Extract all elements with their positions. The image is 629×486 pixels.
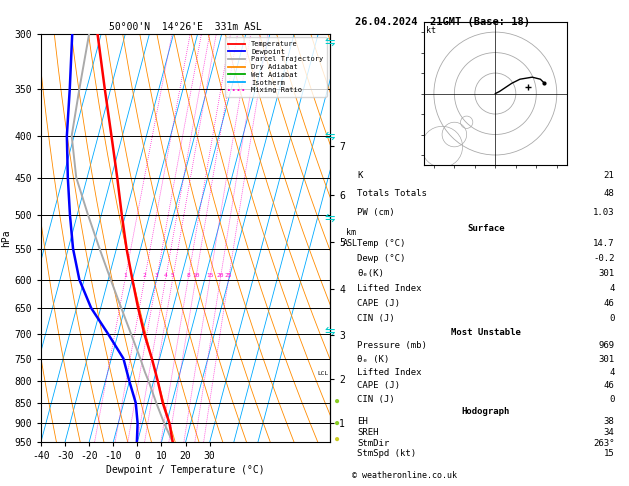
Text: ⇋: ⇋	[325, 212, 335, 225]
Text: CAPE (J): CAPE (J)	[357, 381, 400, 390]
Text: θₑ (K): θₑ (K)	[357, 354, 389, 364]
Text: CAPE (J): CAPE (J)	[357, 299, 400, 308]
Text: 10: 10	[192, 273, 199, 278]
Text: kt: kt	[426, 26, 436, 35]
Text: 4: 4	[609, 284, 615, 293]
Text: Most Unstable: Most Unstable	[451, 328, 521, 337]
Text: StmSpd (kt): StmSpd (kt)	[357, 450, 416, 458]
Text: 38: 38	[604, 417, 615, 426]
Text: 15: 15	[206, 273, 214, 278]
Text: 15: 15	[604, 450, 615, 458]
Text: 21: 21	[604, 171, 615, 180]
Text: 263°: 263°	[593, 439, 615, 448]
Text: CIN (J): CIN (J)	[357, 395, 395, 404]
Text: Pressure (mb): Pressure (mb)	[357, 341, 427, 350]
Text: ⇋: ⇋	[325, 35, 335, 49]
Text: ●: ●	[335, 435, 339, 441]
Text: 14.7: 14.7	[593, 239, 615, 248]
Title: 50°00'N  14°26'E  331m ASL: 50°00'N 14°26'E 331m ASL	[109, 22, 262, 32]
Text: 26.04.2024  21GMT (Base: 18): 26.04.2024 21GMT (Base: 18)	[355, 17, 530, 27]
Text: ⇋: ⇋	[325, 325, 335, 338]
Y-axis label: hPa: hPa	[1, 229, 11, 247]
Text: Totals Totals: Totals Totals	[357, 190, 427, 198]
Text: ●: ●	[335, 420, 339, 426]
Text: 4: 4	[609, 368, 615, 377]
Text: Lifted Index: Lifted Index	[357, 368, 422, 377]
Text: 1: 1	[123, 273, 127, 278]
Text: 301: 301	[598, 354, 615, 364]
Text: 8: 8	[186, 273, 190, 278]
Text: 2: 2	[143, 273, 147, 278]
Text: 301: 301	[598, 269, 615, 278]
Text: 25: 25	[225, 273, 232, 278]
Text: LCL: LCL	[318, 371, 329, 376]
Text: Surface: Surface	[467, 224, 504, 233]
X-axis label: Dewpoint / Temperature (°C): Dewpoint / Temperature (°C)	[106, 466, 265, 475]
Text: 34: 34	[604, 428, 615, 437]
Text: 1.03: 1.03	[593, 208, 615, 217]
Legend: Temperature, Dewpoint, Parcel Trajectory, Dry Adiabat, Wet Adiabat, Isotherm, Mi: Temperature, Dewpoint, Parcel Trajectory…	[225, 37, 326, 97]
Text: EH: EH	[357, 417, 368, 426]
Text: 3: 3	[155, 273, 159, 278]
Text: K: K	[357, 171, 363, 180]
Text: 969: 969	[598, 341, 615, 350]
Text: -0.2: -0.2	[593, 254, 615, 263]
Text: SREH: SREH	[357, 428, 379, 437]
Text: ●: ●	[335, 398, 339, 404]
Text: Lifted Index: Lifted Index	[357, 284, 422, 293]
Text: 48: 48	[604, 190, 615, 198]
Text: © weatheronline.co.uk: © weatheronline.co.uk	[352, 471, 457, 480]
Y-axis label: km
ASL: km ASL	[343, 228, 358, 248]
Text: Dewp (°C): Dewp (°C)	[357, 254, 406, 263]
Text: ⇋: ⇋	[325, 129, 335, 142]
Text: 5: 5	[170, 273, 174, 278]
Text: 46: 46	[604, 299, 615, 308]
Text: 0: 0	[609, 313, 615, 323]
Text: StmDir: StmDir	[357, 439, 389, 448]
Text: 0: 0	[609, 395, 615, 404]
Text: Temp (°C): Temp (°C)	[357, 239, 406, 248]
Text: 46: 46	[604, 381, 615, 390]
Text: θₑ(K): θₑ(K)	[357, 269, 384, 278]
Text: 4: 4	[164, 273, 167, 278]
Text: Hodograph: Hodograph	[462, 407, 510, 416]
Text: CIN (J): CIN (J)	[357, 313, 395, 323]
Text: PW (cm): PW (cm)	[357, 208, 395, 217]
Text: 20: 20	[216, 273, 224, 278]
